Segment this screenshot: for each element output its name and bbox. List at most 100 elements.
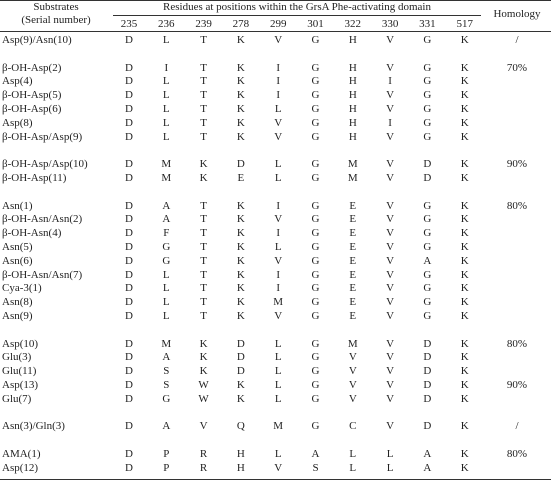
substrate: Asn(1): [2, 199, 33, 212]
residue: L: [162, 282, 170, 295]
residue: S: [163, 365, 170, 378]
residue: K: [460, 337, 469, 350]
residue: G: [311, 116, 320, 129]
residue: K: [236, 254, 245, 267]
residue: D: [125, 420, 133, 433]
position-header: 330: [381, 18, 399, 30]
residue: G: [423, 213, 432, 226]
residue: V: [348, 392, 357, 405]
residue: L: [274, 365, 282, 378]
residue: K: [460, 310, 469, 322]
residue: R: [199, 448, 208, 460]
residue: G: [423, 296, 432, 309]
residue: G: [423, 199, 432, 212]
residue: K: [199, 337, 208, 350]
residue: K: [236, 282, 245, 295]
residue: V: [274, 310, 283, 322]
residue: H: [348, 130, 357, 143]
residue: T: [200, 103, 207, 115]
residue: G: [423, 75, 432, 88]
residue: G: [311, 254, 320, 267]
residue: G: [311, 241, 320, 253]
residue: K: [460, 351, 469, 364]
homology: 80%: [506, 199, 528, 212]
substrate: β-OH-Asp/Asp(9): [2, 130, 83, 143]
residue: W: [198, 379, 209, 391]
residue: K: [460, 103, 469, 115]
residue: I: [164, 61, 169, 74]
residue: K: [460, 296, 469, 309]
residue: V: [386, 254, 395, 267]
residue: G: [311, 392, 320, 405]
residue: D: [423, 392, 432, 405]
residue: D: [125, 241, 133, 253]
residue: K: [199, 172, 208, 184]
residue: D: [236, 337, 245, 350]
residue: G: [311, 337, 320, 350]
residue: T: [200, 61, 207, 74]
homology: /: [515, 420, 519, 433]
residue: D: [423, 158, 432, 171]
residue: A: [162, 199, 171, 212]
substrate: Asp(9)/Asn(10): [2, 34, 72, 46]
residue: P: [163, 461, 170, 474]
residue: D: [125, 34, 133, 46]
residue: I: [388, 116, 392, 129]
residue: G: [311, 351, 320, 364]
residue: D: [236, 158, 245, 171]
residue: K: [236, 89, 245, 102]
residue: V: [274, 461, 283, 474]
residue: A: [311, 448, 320, 460]
residue: K: [460, 461, 469, 474]
residue: K: [199, 351, 208, 364]
residue: L: [274, 103, 282, 115]
residue: L: [162, 116, 170, 129]
residue: G: [162, 241, 171, 253]
residue: K: [460, 365, 469, 378]
residue: I: [276, 282, 281, 295]
residue: D: [125, 158, 133, 171]
residue: V: [386, 172, 395, 184]
residue: P: [163, 448, 170, 460]
residue: T: [200, 296, 207, 309]
residue: T: [200, 268, 207, 281]
residue: V: [348, 351, 357, 364]
residue: D: [125, 172, 133, 184]
residue: M: [347, 172, 358, 184]
residue: D: [125, 61, 133, 74]
residue: D: [423, 420, 432, 433]
residue: E: [349, 282, 357, 295]
homology: 80%: [506, 337, 528, 350]
residue: G: [311, 34, 320, 46]
position-header: 235: [120, 18, 138, 30]
residue: K: [236, 296, 245, 309]
residue: I: [276, 227, 281, 240]
residue: D: [125, 296, 133, 309]
residue: L: [162, 296, 170, 309]
residue: D: [236, 351, 245, 364]
residue: G: [311, 227, 320, 240]
homology: /: [515, 34, 519, 46]
residue: G: [423, 241, 432, 253]
residue: V: [386, 310, 395, 322]
substrate: β-OH-Asp(11): [2, 172, 67, 184]
residue: L: [162, 75, 170, 88]
residue: S: [312, 461, 319, 474]
residue: K: [236, 310, 245, 322]
residue: E: [349, 199, 357, 212]
residue: E: [349, 241, 357, 253]
residue: D: [423, 379, 432, 391]
residue: I: [276, 199, 281, 212]
substrate: Asp(4): [2, 75, 33, 88]
position-header: 517: [456, 18, 473, 30]
residue: G: [311, 158, 320, 171]
substrate: Asp(10): [2, 337, 39, 350]
substrate: Asp(13): [2, 379, 39, 391]
residue: M: [161, 337, 172, 350]
residue: L: [162, 268, 170, 281]
residue: V: [386, 365, 395, 378]
residue: V: [386, 296, 395, 309]
residue: I: [276, 89, 281, 102]
residue: D: [125, 227, 133, 240]
